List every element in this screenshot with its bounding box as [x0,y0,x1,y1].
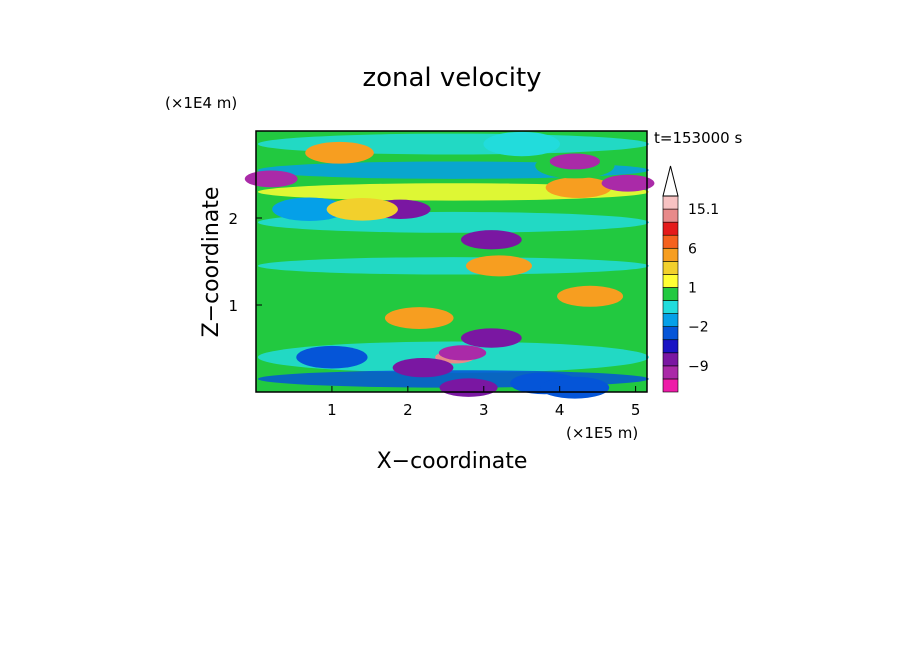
colorbar-segment [662,261,679,275]
contour-feature [540,376,610,399]
x-unit-label: (×1E5 m) [566,424,638,442]
colorbar-segment [662,352,679,367]
contour-feature [483,131,561,157]
contour-feature [460,230,522,250]
x-axis: 1 2 3 4 5 [327,386,640,419]
contour-feature [545,177,612,199]
colorbar-segment [662,378,679,393]
contour-feature [392,357,454,378]
colorbar-segment [662,313,679,327]
colorbar-segment [662,300,679,314]
x-tick-label: 4 [555,401,565,419]
contour-feature [438,345,487,361]
contour-feature [272,197,347,222]
y-axis: 12 [228,210,262,315]
colorbar-extend-arrow [662,165,679,197]
colorbar-label: 1 [688,280,697,296]
contour-feature [601,174,655,192]
colorbar-segment [662,339,679,354]
colorbar-segment [662,234,679,249]
contour-feature [549,153,600,170]
contour-feature [465,255,532,277]
y-tick-label: 2 [228,210,238,228]
y-axis-label: Z−coordinate [199,187,224,338]
plot-frame [255,130,648,393]
colorbar-segment [662,208,679,223]
contour-feature [460,328,522,348]
x-axis-label: X−coordinate [377,449,528,474]
colorbar-segment [662,274,679,288]
colorbar-segment [662,195,679,210]
contour-feature [326,197,398,221]
colorbar-segment [662,365,679,380]
x-tick-label: 5 [631,401,641,419]
contour-field [244,131,655,399]
x-tick-label: 1 [327,401,337,419]
colorbar-segment [662,221,679,236]
chart-title: zonal velocity [362,63,541,93]
colorbar-label: 15.1 [688,202,719,218]
colorbar-segment [662,247,679,262]
contour-feature [384,307,454,329]
colorbar-label: −9 [688,359,709,375]
contour-feature [305,141,374,164]
colorbar-label: 6 [688,241,697,257]
x-tick-label: 2 [403,401,413,419]
contour-feature [439,378,498,397]
contour-band [257,257,649,275]
y-tick-label: 1 [228,297,238,315]
colorbar-segment [662,326,679,341]
colorbar-segment [662,287,679,301]
x-tick-label: 3 [479,401,489,419]
time-label: t=153000 s [654,129,742,147]
colorbar: 15.1 6 1 −2 −9 [662,165,719,393]
contour-feature [557,285,624,307]
contour-feature [296,345,368,369]
contour-feature [244,170,298,188]
colorbar-label: −2 [688,320,709,336]
y-unit-label: (×1E4 m) [165,94,237,112]
